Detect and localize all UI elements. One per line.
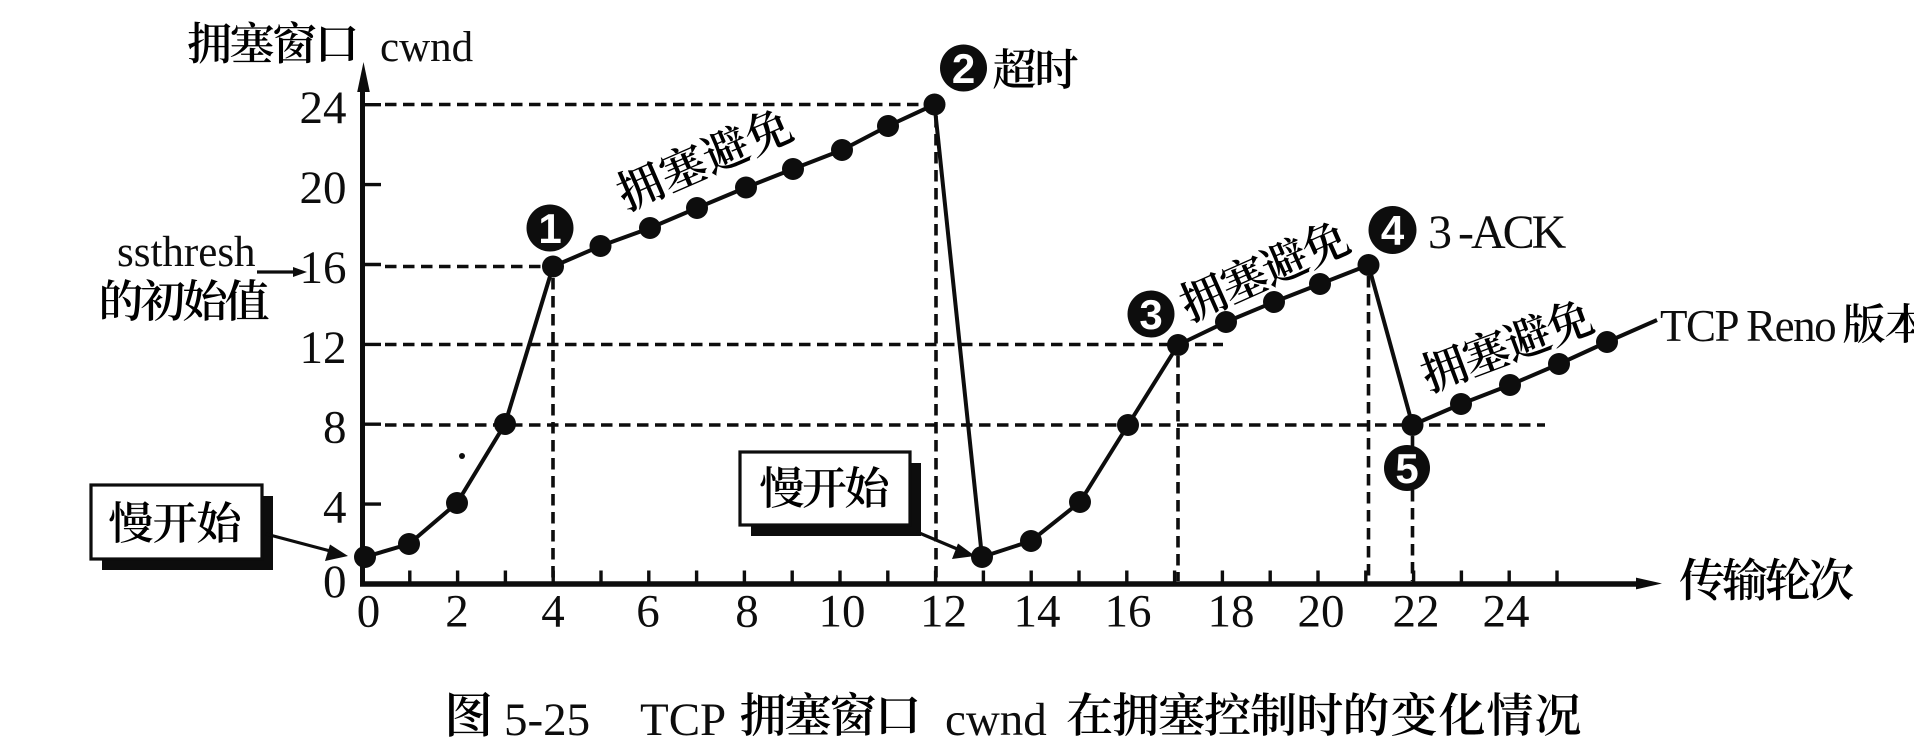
svg-text:1: 1	[538, 205, 561, 252]
svg-text:20: 20	[1298, 586, 1345, 638]
svg-text:14: 14	[1014, 586, 1061, 638]
svg-text:18: 18	[1208, 586, 1255, 638]
svg-text:ssthresh: ssthresh	[117, 229, 256, 276]
svg-text:3 -ACK: 3 -ACK	[1428, 206, 1567, 259]
svg-text:6: 6	[636, 586, 660, 638]
svg-text:12: 12	[920, 586, 967, 638]
svg-text:24: 24	[300, 82, 347, 134]
svg-text:TCP Reno: TCP Reno	[1660, 301, 1835, 351]
svg-text:16: 16	[300, 242, 347, 294]
svg-text:10: 10	[819, 586, 866, 638]
svg-text:cwnd: cwnd	[945, 694, 1047, 746]
svg-text:5-25: 5-25	[504, 694, 590, 746]
svg-text:cwnd: cwnd	[380, 24, 473, 71]
svg-text:5: 5	[1395, 445, 1418, 492]
svg-text:22: 22	[1393, 586, 1440, 638]
svg-text:4: 4	[1381, 207, 1405, 254]
svg-text:8: 8	[323, 402, 347, 454]
svg-text:24: 24	[1483, 586, 1530, 638]
svg-text:16: 16	[1105, 586, 1152, 638]
svg-text:0: 0	[357, 586, 381, 638]
svg-text:4: 4	[323, 482, 347, 534]
svg-text:2: 2	[952, 45, 975, 92]
svg-text:20: 20	[300, 162, 347, 214]
svg-text:12: 12	[300, 322, 347, 374]
svg-text:2: 2	[445, 586, 469, 638]
svg-text:4: 4	[541, 586, 565, 638]
svg-text:TCP: TCP	[640, 694, 726, 746]
svg-text:8: 8	[735, 586, 759, 638]
svg-text:0: 0	[323, 556, 347, 608]
svg-text:3: 3	[1139, 291, 1162, 338]
